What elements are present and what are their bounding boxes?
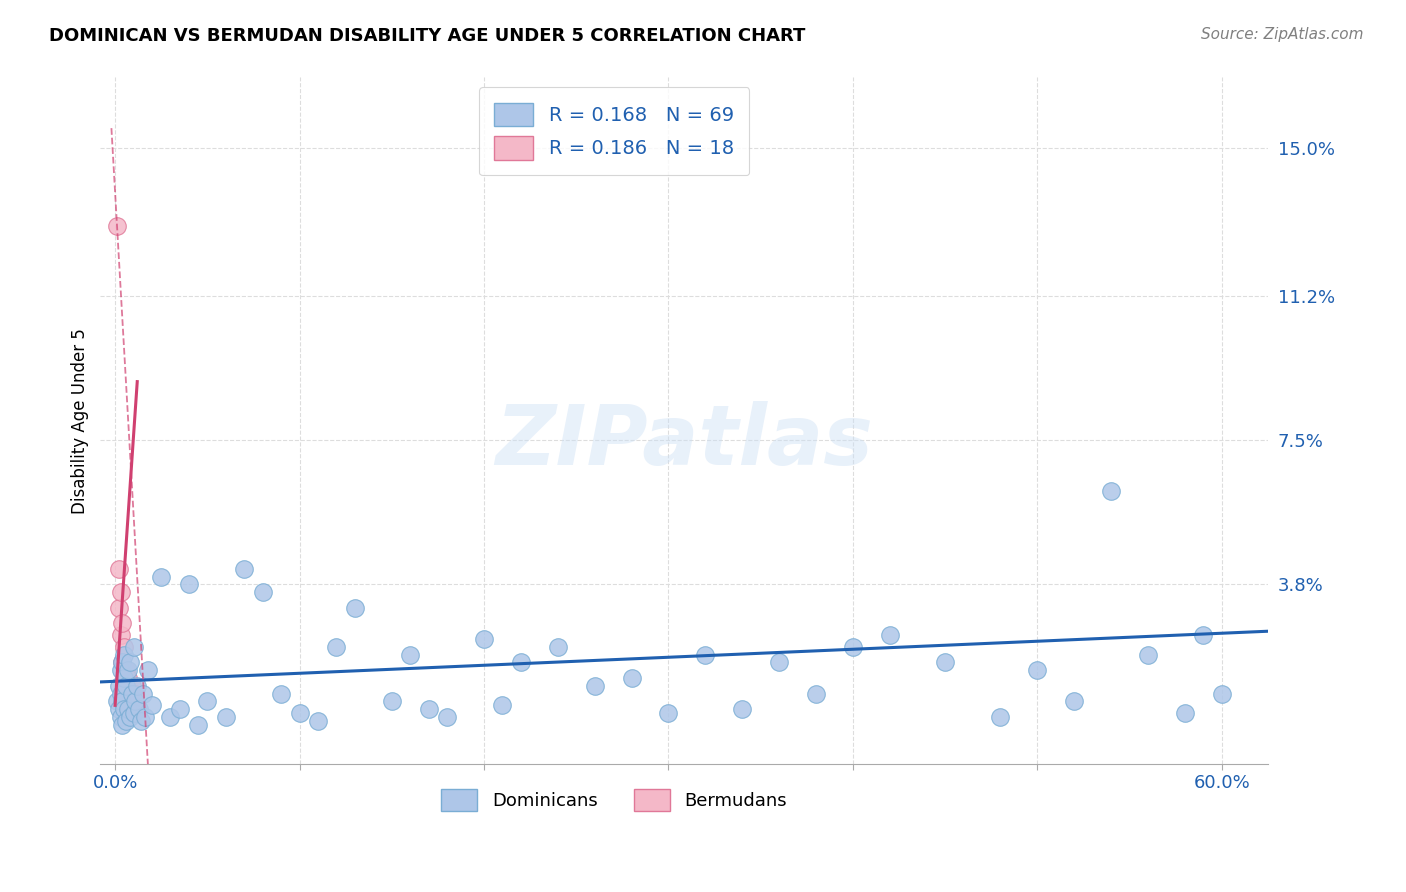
Point xyxy=(127,702,149,716)
Point xyxy=(399,648,422,662)
Point xyxy=(177,577,200,591)
Point xyxy=(110,710,132,724)
Point xyxy=(136,663,159,677)
Point xyxy=(195,694,218,708)
Point xyxy=(111,616,134,631)
Point xyxy=(111,656,134,670)
Point xyxy=(118,710,141,724)
Legend: Dominicans, Bermudans: Dominicans, Bermudans xyxy=(429,776,800,823)
Point xyxy=(110,628,132,642)
Point xyxy=(695,648,717,662)
Y-axis label: Disability Age Under 5: Disability Age Under 5 xyxy=(72,327,89,514)
Point xyxy=(118,687,141,701)
Point xyxy=(141,698,163,713)
Point xyxy=(112,640,135,654)
Point xyxy=(118,656,141,670)
Point xyxy=(111,718,134,732)
Point xyxy=(105,694,128,708)
Point xyxy=(110,585,132,599)
Point xyxy=(657,706,679,720)
Point xyxy=(731,702,754,716)
Point xyxy=(121,687,143,701)
Point xyxy=(150,569,173,583)
Text: ZIPatlas: ZIPatlas xyxy=(495,401,873,482)
Point xyxy=(107,679,129,693)
Point xyxy=(117,702,139,716)
Point xyxy=(879,628,901,642)
Point xyxy=(509,656,531,670)
Point xyxy=(124,687,146,701)
Point xyxy=(115,679,138,693)
Point xyxy=(1099,483,1122,498)
Point xyxy=(107,600,129,615)
Point xyxy=(107,702,129,716)
Point xyxy=(547,640,569,654)
Point xyxy=(1192,628,1215,642)
Point xyxy=(129,714,152,728)
Text: DOMINICAN VS BERMUDAN DISABILITY AGE UNDER 5 CORRELATION CHART: DOMINICAN VS BERMUDAN DISABILITY AGE UND… xyxy=(49,27,806,45)
Point xyxy=(343,600,366,615)
Point xyxy=(159,710,181,724)
Point xyxy=(1026,663,1049,677)
Point xyxy=(115,663,138,677)
Point xyxy=(122,706,145,720)
Point xyxy=(1137,648,1160,662)
Point xyxy=(215,710,238,724)
Point xyxy=(187,718,209,732)
Point xyxy=(768,656,790,670)
Point xyxy=(112,702,135,716)
Text: Source: ZipAtlas.com: Source: ZipAtlas.com xyxy=(1201,27,1364,42)
Point xyxy=(472,632,495,646)
Point xyxy=(117,671,139,685)
Point xyxy=(1174,706,1197,720)
Point xyxy=(122,640,145,654)
Point xyxy=(381,694,404,708)
Point xyxy=(115,714,138,728)
Point xyxy=(1211,687,1233,701)
Point xyxy=(105,219,128,233)
Point xyxy=(124,694,146,708)
Point xyxy=(107,562,129,576)
Point xyxy=(842,640,865,654)
Point xyxy=(111,694,134,708)
Point xyxy=(169,702,191,716)
Point xyxy=(583,679,606,693)
Point xyxy=(115,694,138,708)
Point xyxy=(132,687,155,701)
Point xyxy=(112,671,135,685)
Point xyxy=(270,687,292,701)
Point xyxy=(491,698,513,713)
Point xyxy=(134,710,156,724)
Point xyxy=(110,687,132,701)
Point xyxy=(990,710,1012,724)
Point xyxy=(127,679,149,693)
Point xyxy=(117,702,139,716)
Point xyxy=(252,585,274,599)
Point xyxy=(288,706,311,720)
Point xyxy=(1063,694,1085,708)
Point xyxy=(325,640,347,654)
Point xyxy=(804,687,827,701)
Point xyxy=(112,648,135,662)
Point xyxy=(436,710,458,724)
Point xyxy=(111,656,134,670)
Point xyxy=(934,656,956,670)
Point xyxy=(307,714,329,728)
Point xyxy=(418,702,440,716)
Point xyxy=(128,702,150,716)
Point xyxy=(117,663,139,677)
Point xyxy=(620,671,643,685)
Point xyxy=(122,694,145,708)
Point xyxy=(112,679,135,693)
Point xyxy=(110,663,132,677)
Point xyxy=(121,679,143,693)
Point xyxy=(233,562,256,576)
